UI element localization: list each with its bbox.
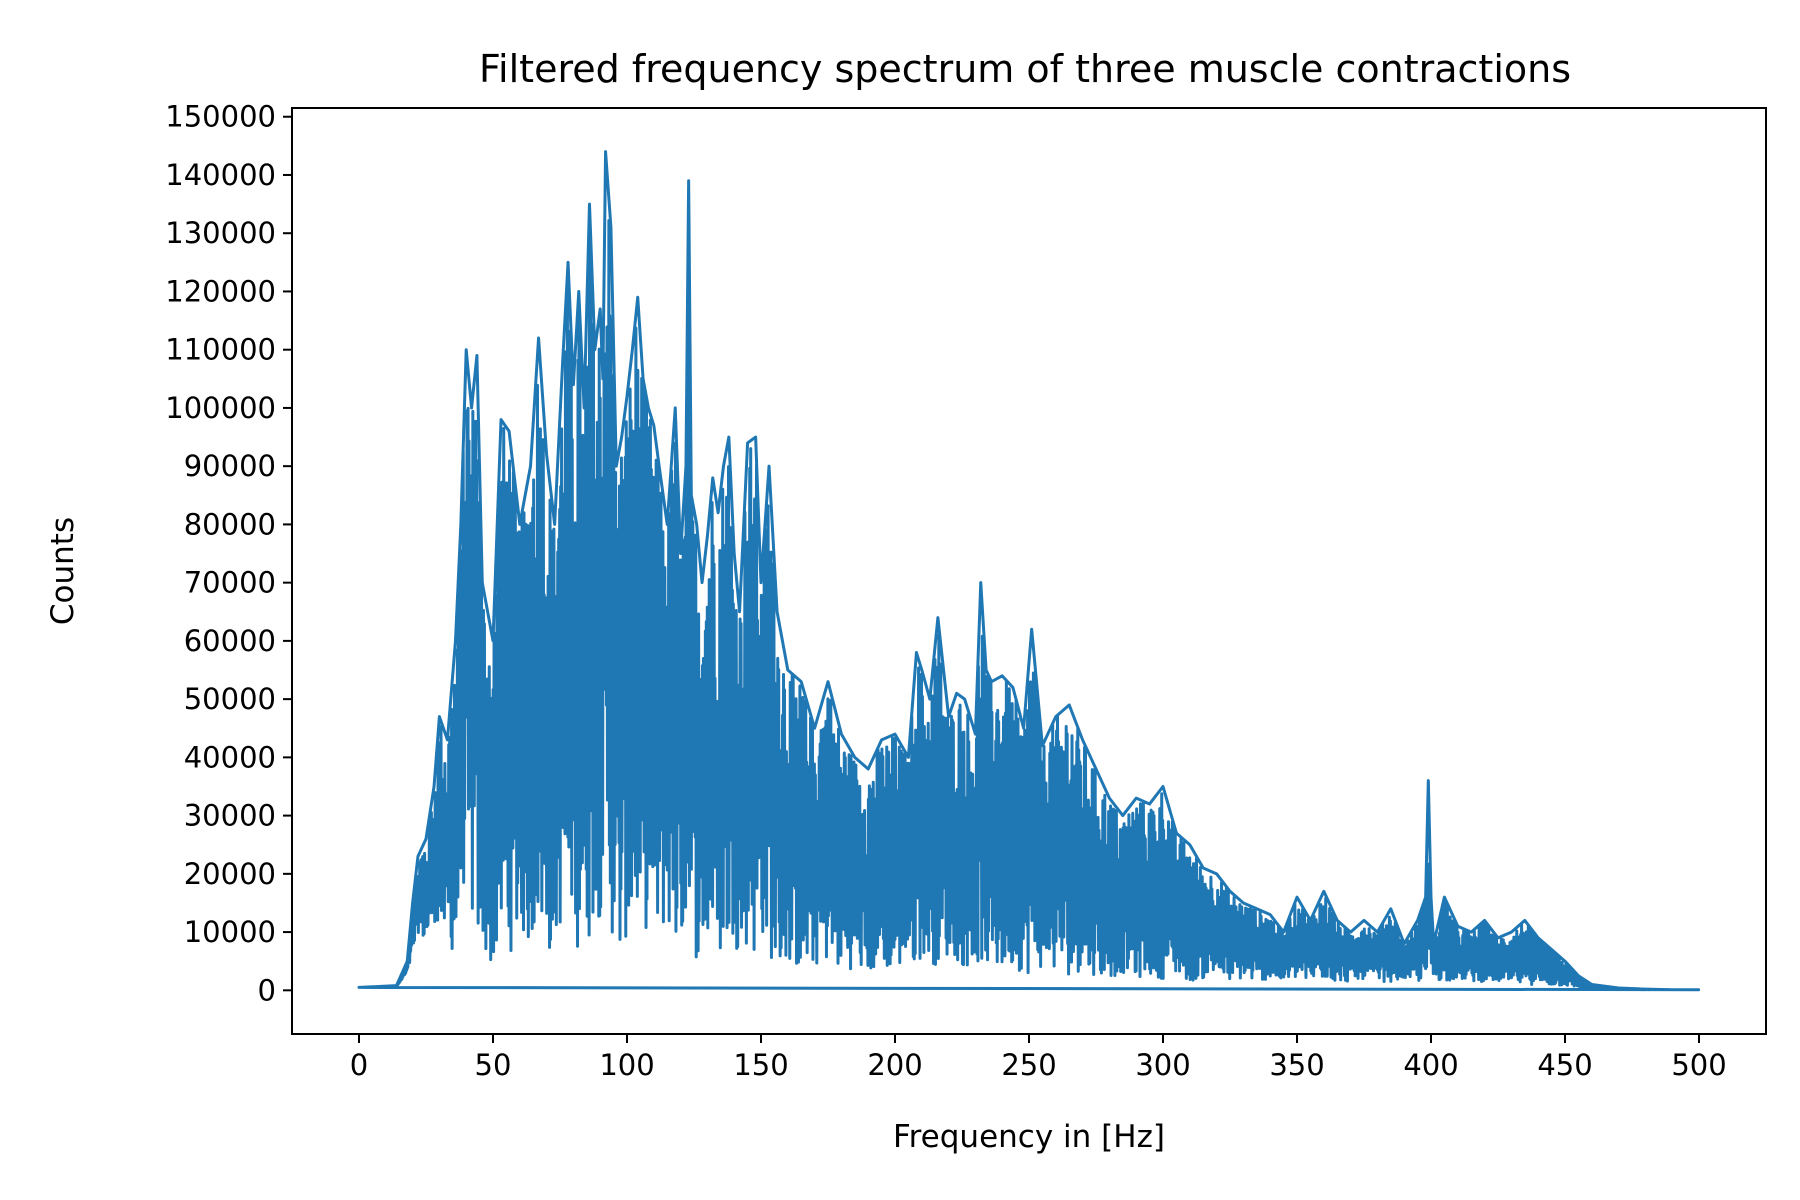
x-tick-label: 450 <box>1537 1048 1592 1082</box>
y-tick-label: 70000 <box>184 566 276 600</box>
y-tick-label: 60000 <box>184 624 276 658</box>
x-tick-label: 200 <box>867 1048 922 1082</box>
x-tick-label: 500 <box>1671 1048 1726 1082</box>
x-tick-label: 50 <box>475 1048 512 1082</box>
y-tick-label: 50000 <box>184 682 276 716</box>
x-tick-label: 250 <box>1001 1048 1056 1082</box>
y-tick-label: 10000 <box>184 915 276 949</box>
chart-title: Filtered frequency spectrum of three mus… <box>479 47 1571 91</box>
y-tick-label: 20000 <box>184 857 276 891</box>
x-tick-label: 0 <box>350 1048 368 1082</box>
y-tick-label: 150000 <box>165 100 276 134</box>
x-tick-label: 300 <box>1135 1048 1190 1082</box>
y-tick-label: 40000 <box>184 740 276 774</box>
y-axis: 0 10000 20000 30000 40000 50000 60000 70000 8000… <box>165 100 292 1007</box>
y-tick-label: 110000 <box>165 333 276 367</box>
y-tick-label: 100000 <box>165 391 276 425</box>
y-tick-label: 30000 <box>184 799 276 833</box>
y-tick-label: 0 <box>258 973 276 1007</box>
y-tick-label: 140000 <box>165 158 276 192</box>
y-axis-label: Counts <box>45 517 81 625</box>
x-tick-label: 350 <box>1269 1048 1324 1082</box>
y-tick-label: 80000 <box>184 507 276 541</box>
y-tick-label: 130000 <box>165 216 276 250</box>
x-tick-label: 100 <box>599 1048 654 1082</box>
x-axis: 0 50 100 150 200 250 300 350 400 450 500 <box>350 1034 1727 1082</box>
x-tick-label: 400 <box>1403 1048 1458 1082</box>
y-tick-label: 90000 <box>184 449 276 483</box>
spectrum-series-line <box>357 150 1701 992</box>
x-axis-label: Frequency in [Hz] <box>893 1119 1165 1155</box>
x-tick-label: 150 <box>733 1048 788 1082</box>
y-tick-label: 120000 <box>165 274 276 308</box>
